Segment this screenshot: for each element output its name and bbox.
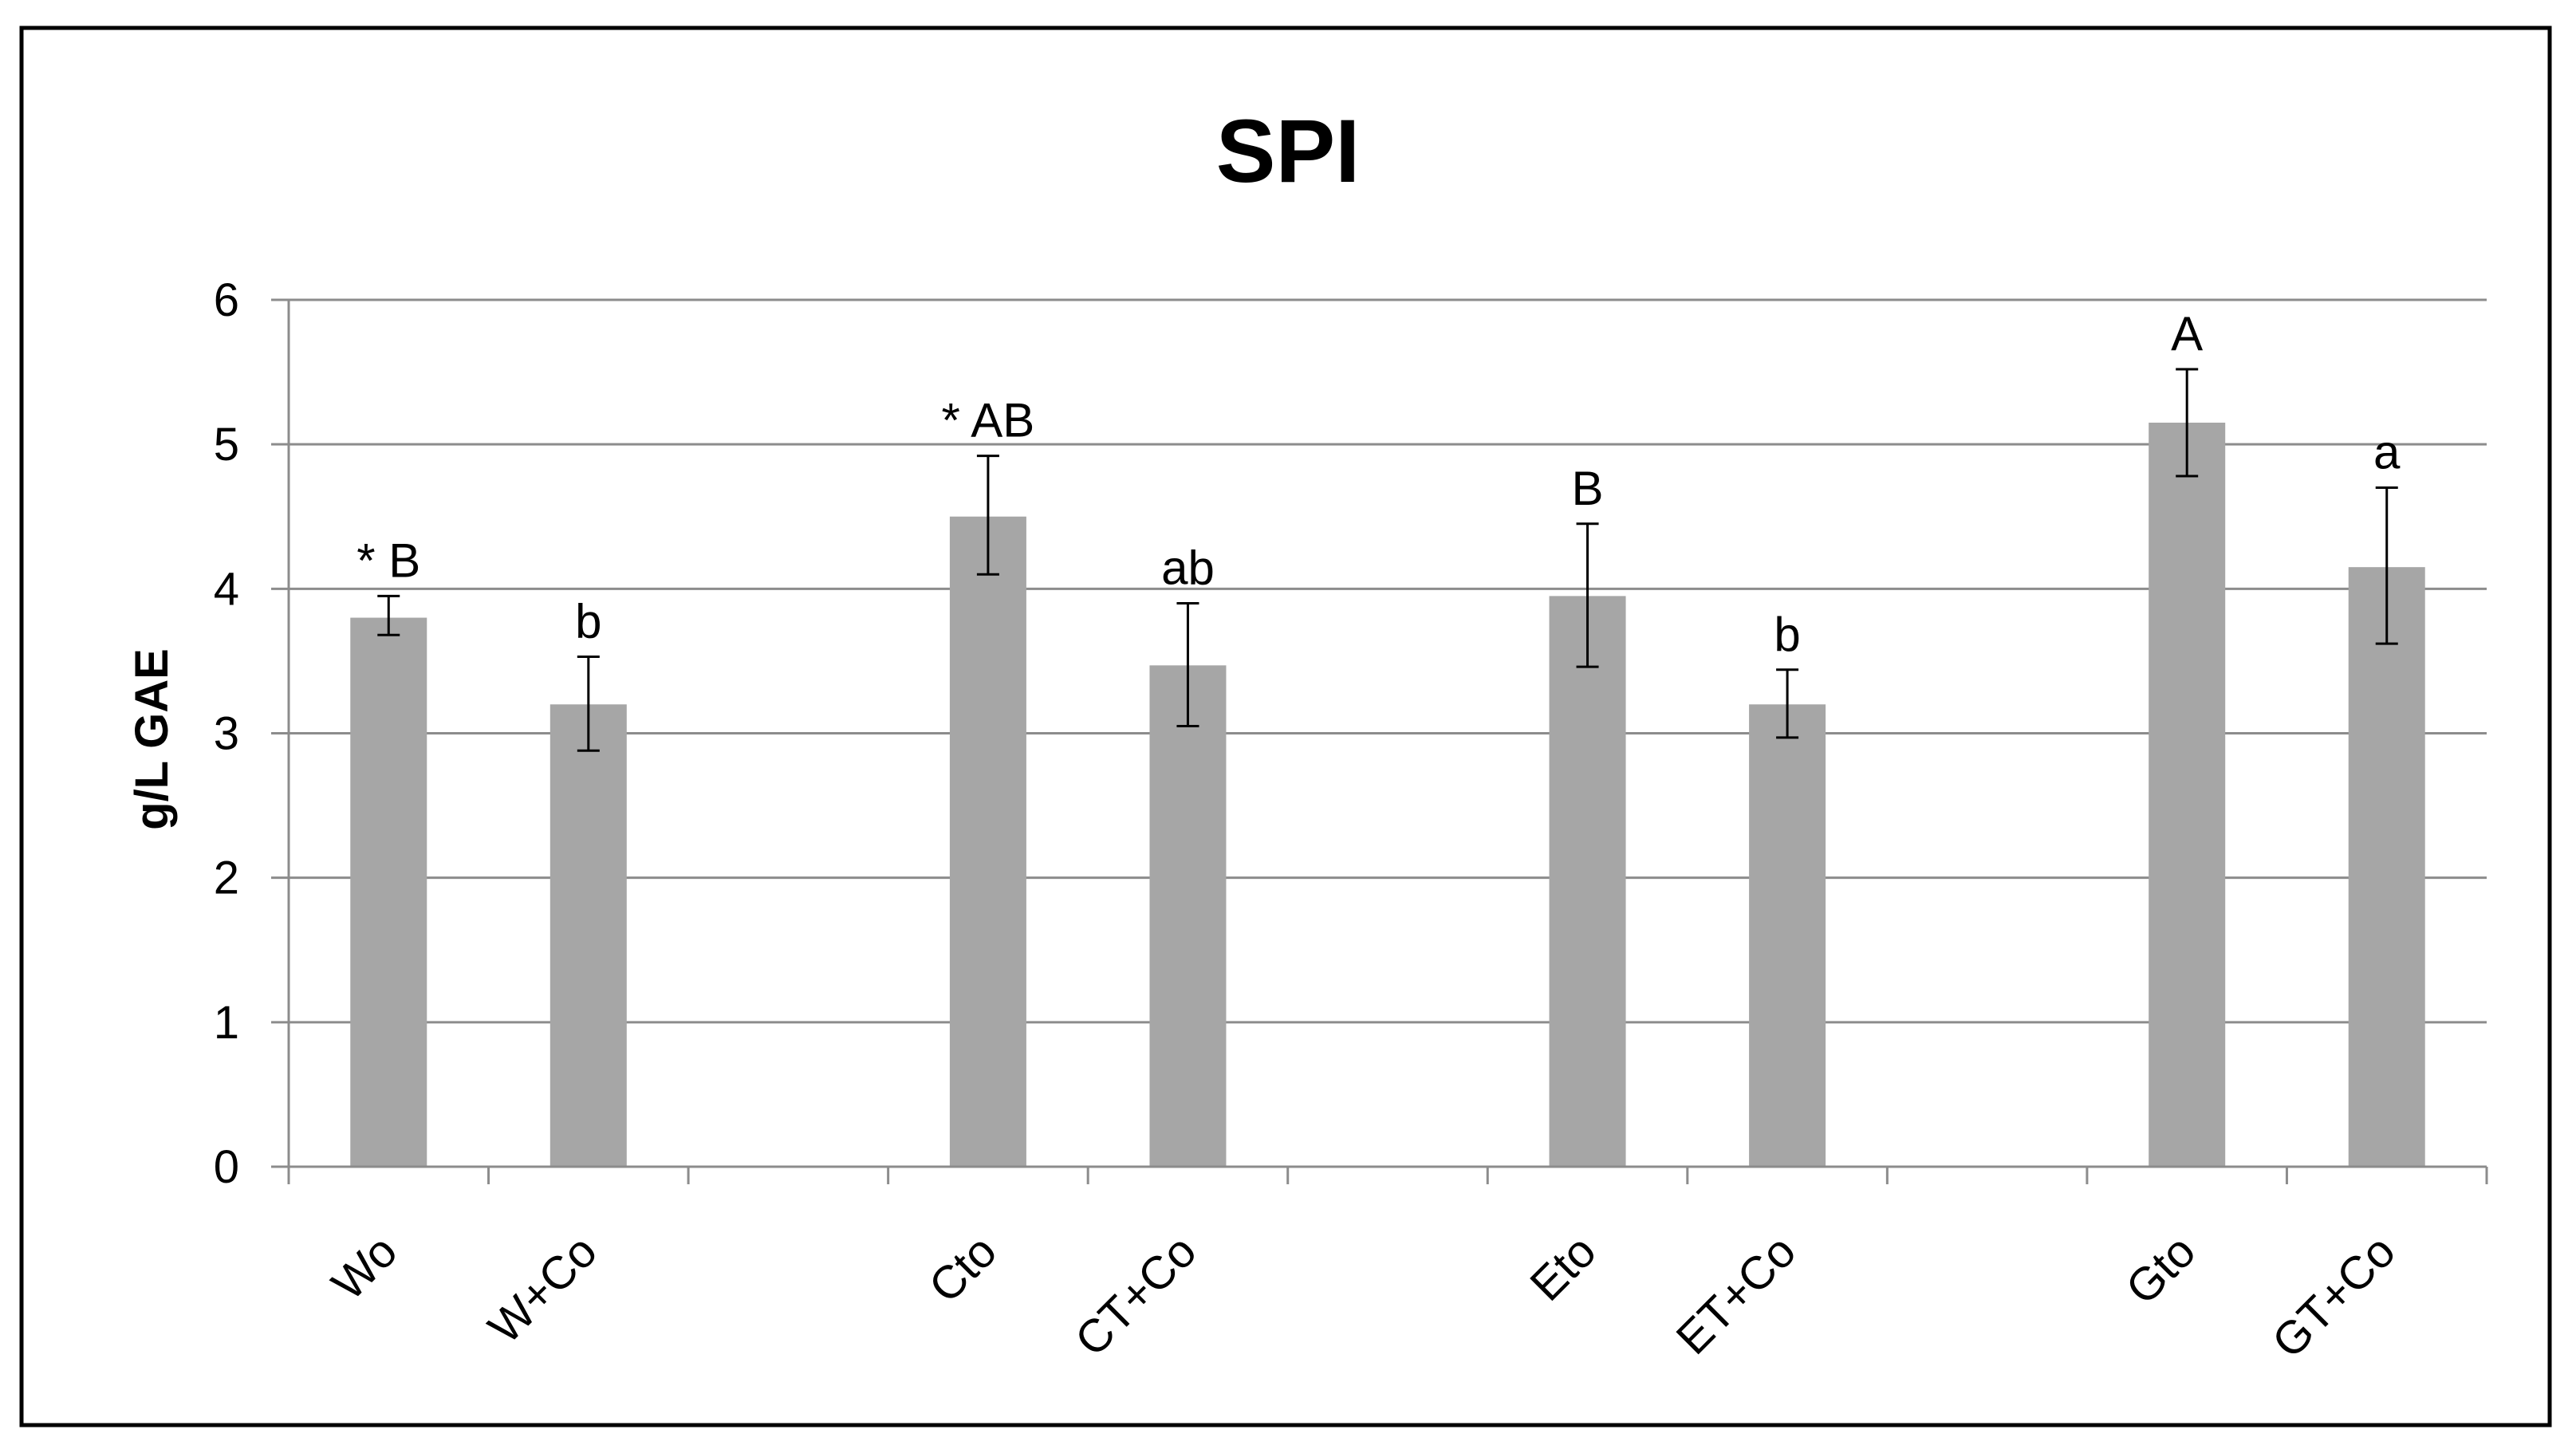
y-tick-label: 3 xyxy=(214,708,239,760)
bar xyxy=(350,617,427,1167)
y-tick-label: 6 xyxy=(214,274,239,326)
bar xyxy=(949,516,1026,1167)
data-label: b xyxy=(1774,608,1800,661)
data-label: a xyxy=(2373,426,2401,479)
y-tick-label: 4 xyxy=(214,563,239,615)
data-label: * B xyxy=(356,534,420,587)
axes xyxy=(271,298,2488,1184)
bar xyxy=(1149,665,1227,1167)
y-tick-label: 0 xyxy=(214,1141,239,1193)
y-tick-label: 1 xyxy=(214,997,239,1049)
bar xyxy=(2348,567,2425,1167)
data-label: ab xyxy=(1161,541,1215,594)
bars xyxy=(350,422,2425,1167)
chart-frame xyxy=(19,26,2552,1427)
data-label: A xyxy=(2171,307,2203,360)
chart-title: SPI xyxy=(1216,101,1361,201)
gridlines xyxy=(289,298,2487,1024)
data-label: B xyxy=(1572,462,1604,515)
bar xyxy=(2149,422,2226,1167)
y-tick-label: 2 xyxy=(214,853,239,904)
data-label: * AB xyxy=(942,394,1035,447)
bar xyxy=(1549,596,1626,1167)
bar xyxy=(1749,704,1826,1167)
y-axis-label: g/L GAE xyxy=(126,648,178,830)
data-label: b xyxy=(575,594,601,648)
y-tick-label: 5 xyxy=(214,419,239,471)
bar xyxy=(549,704,627,1167)
error-bars xyxy=(377,368,2398,752)
